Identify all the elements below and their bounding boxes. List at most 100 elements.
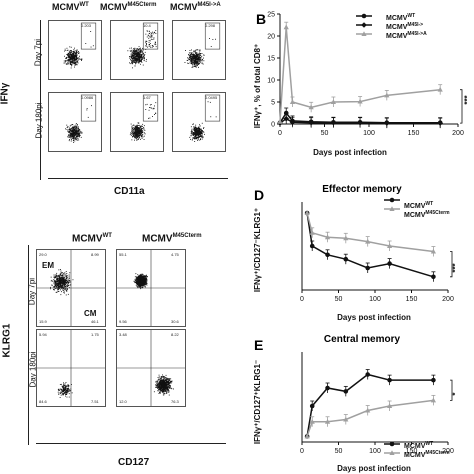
panel-a-col-header-ia: MCMVM45I->A: [170, 2, 221, 12]
panel-letter-d: D: [254, 187, 264, 203]
series-line: [306, 373, 434, 437]
series-line: [279, 27, 441, 122]
data-point: [325, 252, 330, 258]
legend-label: MCMVWT: [386, 13, 415, 22]
x-tick-label: 0: [278, 130, 282, 137]
legend-marker: [389, 441, 395, 447]
data-point: [309, 403, 315, 409]
data-point: [330, 99, 336, 104]
data-point: [309, 230, 315, 235]
dot-cloud: [153, 374, 174, 396]
data-point: [343, 235, 349, 241]
legend-marker: [389, 206, 395, 211]
panel-e-x-axis-label: Days post infection: [337, 464, 411, 473]
panel-c: MCMVWT MCMVM45Cterm Day 7pi Day 180pi KL…: [0, 205, 240, 474]
panel-a-y-axis-line: [40, 20, 41, 180]
panel-b-x-axis-label: Days post infection: [313, 148, 387, 157]
data-point: [387, 243, 393, 248]
series-line: [306, 399, 434, 437]
x-tick-label: 50: [321, 130, 329, 137]
quadrant-value: 1.75: [91, 332, 100, 337]
data-point: [304, 210, 310, 215]
data-point: [430, 248, 436, 254]
panel-a-x-axis-line: [48, 178, 228, 179]
panel-d-y-axis-label: IFNγ⁺/CD127⁻KLRG1⁺: [253, 208, 262, 292]
quadrant-value: 76.3: [171, 399, 180, 404]
dot-cloud: [184, 38, 216, 68]
panel-d-chart: D Effector memory Days post infection IF…: [253, 184, 460, 322]
panel-c-col-header-wt: MCMVWT: [72, 233, 112, 245]
data-point: [365, 372, 370, 377]
data-point: [324, 418, 331, 424]
panel-e-title: Central memory: [324, 334, 401, 345]
legend-label: MCMVM45Cterm: [404, 450, 450, 459]
panel-c-y-axis-line: [28, 245, 29, 445]
panel-d-significance: ***: [451, 262, 460, 272]
x-tick-label: 100: [369, 448, 381, 455]
panel-b-legend: MCMVWT MCMVM45I-> MCMVM45I->A: [386, 13, 427, 40]
data-point: [277, 119, 283, 124]
series-MCMVWT: [304, 210, 436, 282]
panel-a-row-label-day180: Day 180pi: [34, 102, 44, 139]
legend-marker: [361, 22, 367, 28]
panel-c-x-axis-line: [36, 443, 226, 444]
legend-label: MCMVM45I->: [386, 22, 423, 31]
data-point: [308, 104, 314, 110]
data-point: [308, 119, 314, 126]
x-tick-label: 150: [406, 296, 418, 303]
quadrant-value: 29.0: [39, 252, 48, 257]
panel-c-x-axis-label: CD127: [118, 457, 150, 468]
x-tick-label: 0: [300, 296, 304, 303]
series-line: [306, 212, 434, 278]
panel-d-x-axis-label: Days post infection: [337, 313, 411, 322]
flow-plot-a-ia-d7: 0.298: [172, 20, 226, 80]
data-point: [384, 120, 390, 126]
data-point: [384, 92, 390, 98]
significance-bracket: [450, 251, 453, 278]
series-MCMVM45Cterm: [304, 210, 436, 257]
x-tick-label: 200: [442, 448, 454, 455]
panel-a-row-label-day7: Day 7pi: [33, 38, 43, 67]
data-point: [387, 403, 393, 408]
data-point: [324, 234, 331, 240]
panel-e-y-axis-label: IFNγ⁺/CD127⁺KLRG1⁻: [253, 360, 262, 444]
data-point: [365, 265, 370, 271]
panel-b-significance: ***: [463, 94, 472, 104]
gate-box: [204, 22, 221, 50]
data-point: [437, 120, 443, 126]
y-tick-label: 10: [267, 78, 275, 85]
flow-plot-c-wt-d7: 29.0 8.99 15.9 46.1: [36, 249, 106, 327]
gate-box: [80, 94, 97, 122]
data-point: [357, 119, 363, 126]
quadrant-value: 4.75: [171, 252, 180, 257]
gate-value: 0.203: [81, 23, 92, 28]
panel-a-x-axis-label: CD11a: [114, 186, 145, 197]
data-point: [387, 377, 392, 383]
x-tick-label: 0: [300, 448, 304, 455]
data-point: [387, 261, 392, 266]
legend-label: MCMVWT: [404, 201, 433, 210]
legend-marker: [361, 13, 367, 19]
legend-marker: [389, 450, 395, 455]
legend-marker: [361, 31, 367, 36]
dot-cloud: [189, 101, 217, 142]
flow-plot-c-cterm-d180: 3.48 8.22 12.0 76.3: [116, 329, 186, 407]
data-point: [431, 274, 436, 280]
x-tick-label: 200: [452, 130, 464, 137]
panel-a-col-header-wt: MCMVWT: [52, 2, 89, 12]
quadrant-value: 84.6: [39, 399, 48, 404]
quadrant-value: 30.6: [171, 319, 180, 324]
flow-plot-a-wt-d7: 0.203: [48, 20, 102, 80]
data-point: [283, 110, 289, 116]
y-tick-label: 25: [267, 12, 275, 19]
dot-cloud: [63, 31, 94, 69]
data-point: [365, 407, 371, 413]
quadrant-value: 15.9: [39, 319, 48, 324]
data-point: [437, 86, 443, 92]
x-tick-label: 150: [406, 448, 418, 455]
panel-e-significance: *: [451, 392, 460, 396]
flow-plot-a-cterm-d180: 1.67: [110, 92, 164, 152]
panel-a: MCMVWT MCMVM45Cterm MCMVM45I->A Day 7pi …: [0, 0, 240, 200]
data-point: [309, 243, 315, 249]
gate-value: 10.4: [143, 23, 152, 28]
